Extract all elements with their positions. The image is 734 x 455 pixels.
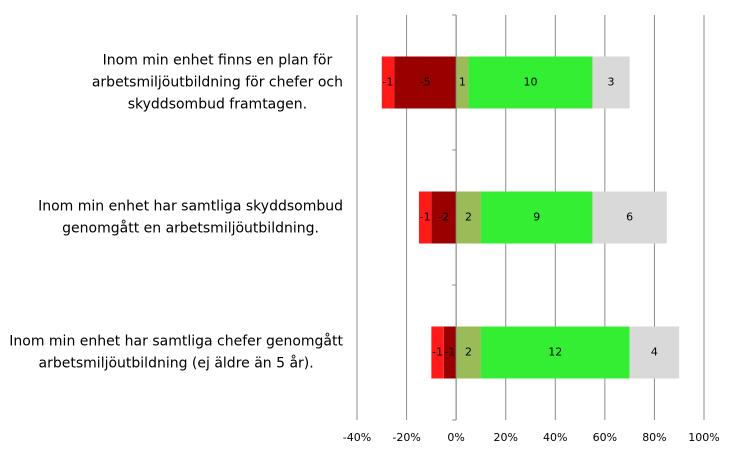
category-label: Inom min enhet har samtliga skyddsombud <box>38 199 343 215</box>
category-label: arbetsmiljöutbildning (ej äldre än 5 år)… <box>39 355 314 372</box>
x-tick-label: 60% <box>593 431 617 444</box>
data-label: 10 <box>524 76 538 89</box>
bar-segment <box>418 191 432 244</box>
data-label: 2 <box>465 211 472 224</box>
data-label: 6 <box>626 211 633 224</box>
x-tick-label: 0% <box>447 431 464 444</box>
bar-segment <box>592 191 667 244</box>
bar-segment <box>480 191 593 244</box>
bar-segment <box>456 56 469 109</box>
bar-segment <box>629 326 680 379</box>
x-tick-label: 80% <box>642 431 666 444</box>
category-label: arbetsmiljöutbildning för chefer och <box>92 75 343 91</box>
category-label: Inom min enhet finns en plan för <box>103 53 333 69</box>
bar-segment <box>468 56 593 109</box>
data-label: 3 <box>608 76 615 89</box>
data-label: -5 <box>420 76 431 89</box>
bar-segment <box>394 56 457 109</box>
category-label: Inom min enhet har samtliga chefer genom… <box>9 333 343 350</box>
data-label: 9 <box>533 211 540 224</box>
x-tick-label: 20% <box>493 431 517 444</box>
bar-segment <box>456 191 481 244</box>
x-tick-label: 100% <box>688 431 719 444</box>
bar-segment <box>443 326 457 379</box>
bar-segment <box>431 326 444 379</box>
data-label: -2 <box>438 211 449 224</box>
bar-segment <box>381 56 395 109</box>
bar-segment <box>431 191 457 244</box>
category-label: genomgått en arbetsmiljöutbildning. <box>62 220 319 237</box>
x-tick-label: -40% <box>343 431 371 444</box>
data-label: 4 <box>651 346 658 359</box>
data-label: -1 <box>382 76 393 89</box>
bar-segment <box>592 56 630 109</box>
data-label: 12 <box>548 346 562 359</box>
data-label: -1 <box>444 346 455 359</box>
x-tick-label: 40% <box>543 431 567 444</box>
category-label: skyddsombud framtagen. <box>128 97 307 113</box>
data-label: -1 <box>420 211 431 224</box>
bar-segment <box>456 326 481 379</box>
data-label: -1 <box>432 346 443 359</box>
data-label: 1 <box>459 76 466 89</box>
x-tick-label: -20% <box>392 431 420 444</box>
bar-segment <box>480 326 630 379</box>
data-label: 2 <box>465 346 472 359</box>
